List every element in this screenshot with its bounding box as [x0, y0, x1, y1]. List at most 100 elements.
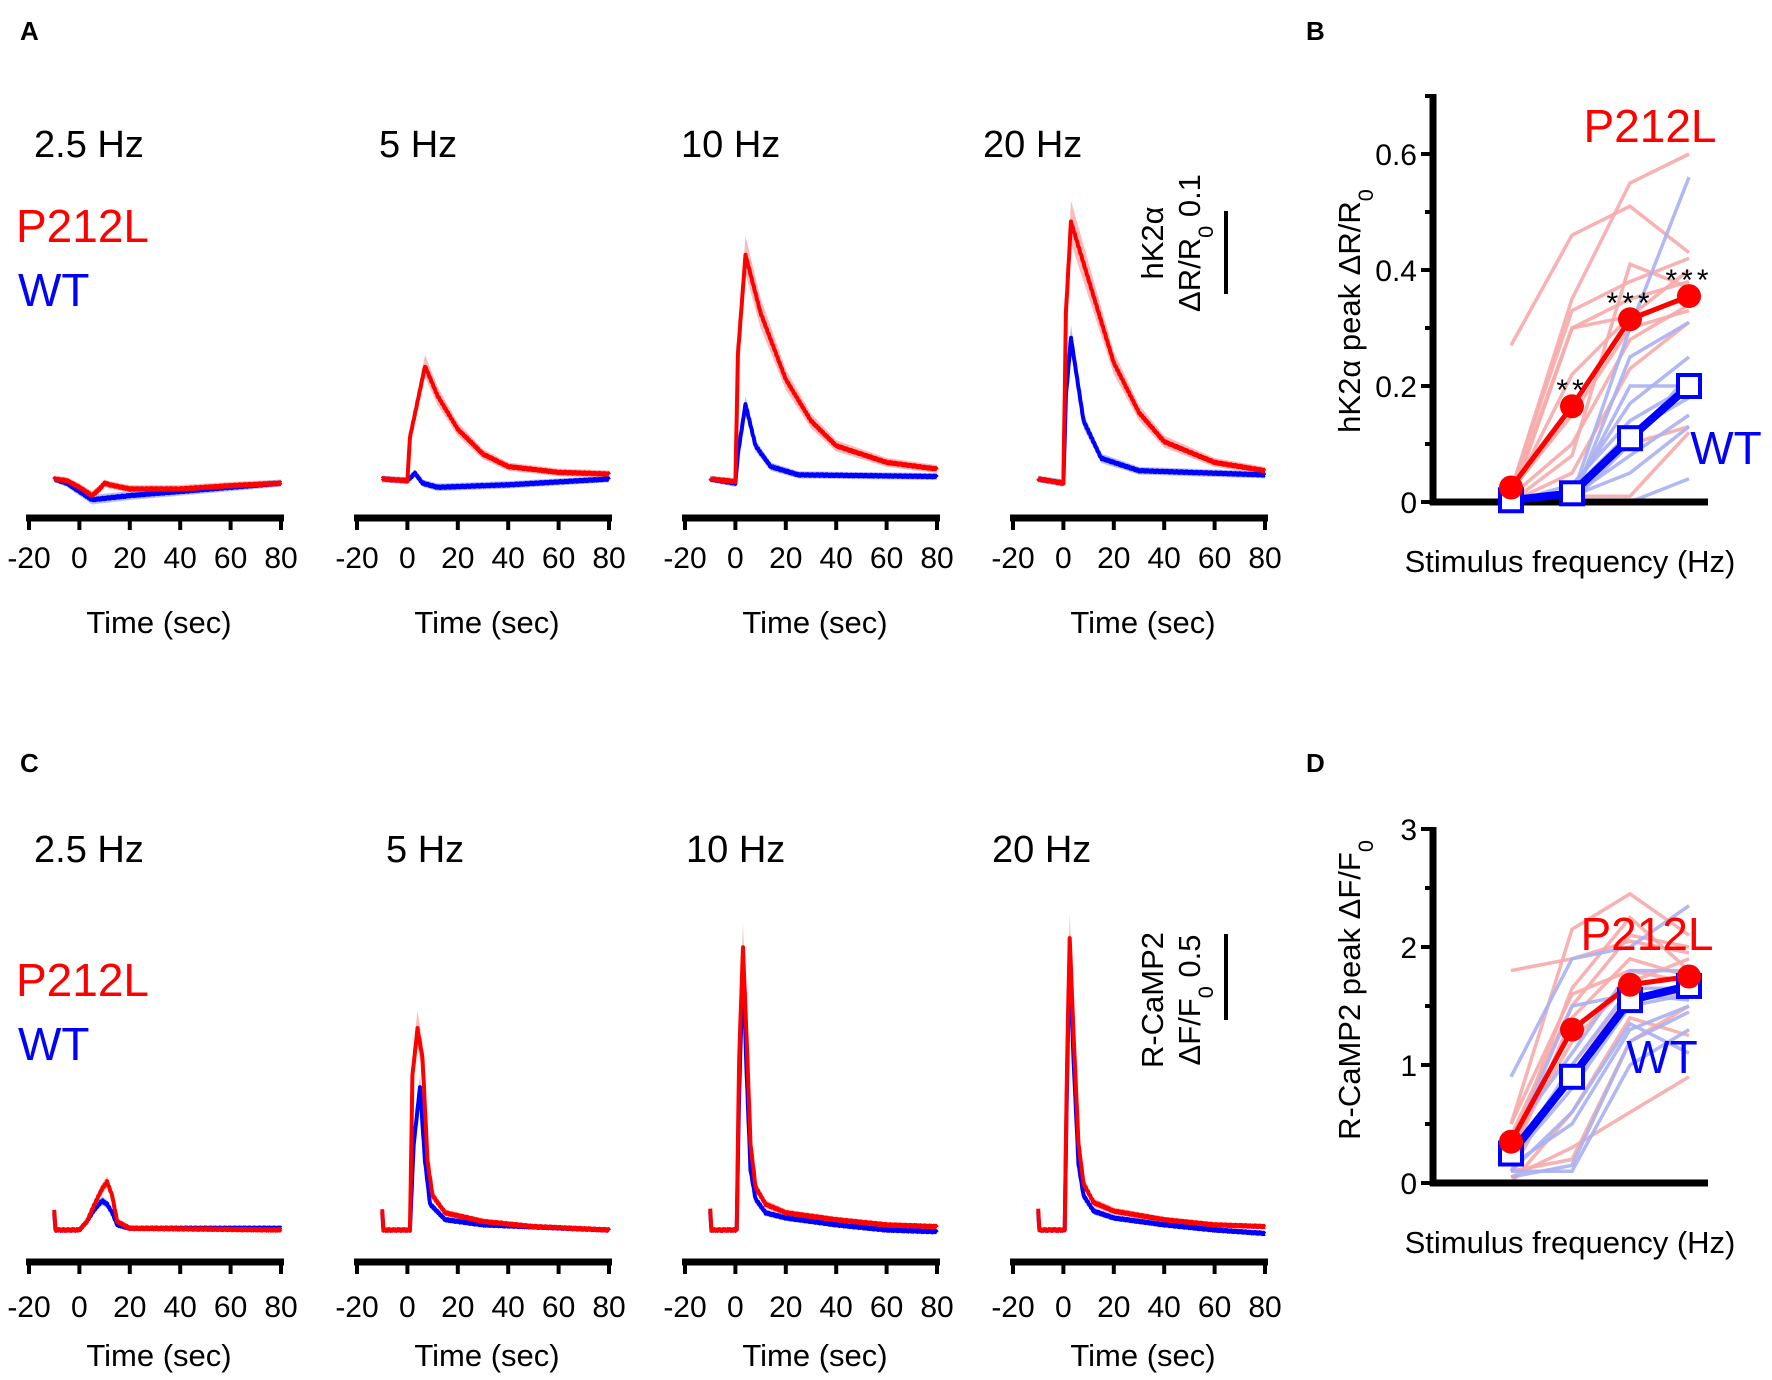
y-tick-label: 3 — [1400, 814, 1417, 847]
x-tick-label: 40 — [1148, 1291, 1181, 1324]
x-tick-label: -20 — [7, 1291, 50, 1324]
panel-a-traces: 2.5 Hz -20 0 20 40 60 80 Time (sec) 5 Hz -20 0 20 40… — [7, 124, 1281, 640]
x-tick-label: 0 — [1055, 542, 1072, 575]
p212l-individual-line — [1509, 152, 1690, 491]
y-tick-label: 1 — [1400, 1050, 1417, 1083]
x-tick-label: 60 — [542, 542, 575, 575]
wt-individual-line — [1510, 1004, 1690, 1167]
wt-mean-trace — [1036, 335, 1267, 486]
x-tick-label: 20 — [769, 542, 802, 575]
scale-bar: R-CaMP2 ΔF/F0 0.5 — [1135, 932, 1228, 1068]
p212l-mean-trace — [708, 252, 939, 485]
x-axis-label: Time (sec) — [742, 605, 887, 640]
subplot-10-Hz: 10 Hz -20 0 20 40 60 80 Time (sec) — [663, 829, 953, 1373]
y-tick-label: 0 — [1400, 1168, 1417, 1201]
x-tick-label: 80 — [592, 1291, 625, 1324]
p212l-mean-marker — [1560, 1017, 1584, 1042]
p212l-mean-trace — [1036, 936, 1267, 1233]
label-p212l: P212L — [1583, 100, 1716, 152]
wt-mean-marker — [1617, 425, 1643, 452]
scale-bar-value-subscript: 0 — [1193, 226, 1218, 238]
x-tick-label: 60 — [1198, 1291, 1231, 1324]
x-tick-label: 60 — [870, 1291, 903, 1324]
x-tick-label: 80 — [920, 542, 953, 575]
x-tick-label: 20 — [769, 1291, 802, 1324]
y-tick-label: 2 — [1400, 932, 1417, 965]
subplot-2-5-Hz: 2.5 Hz -20 0 20 40 60 80 Time (sec) — [7, 124, 297, 640]
p212l-individual-line — [1510, 939, 1690, 973]
subplot-title: 20 Hz — [983, 124, 1082, 166]
p212l-mean-marker — [1618, 972, 1642, 997]
p212l-individual-line — [1510, 1075, 1690, 1179]
x-tick-label: 0 — [71, 1291, 88, 1324]
wt-mean-marker — [1559, 480, 1585, 507]
x-tick-label: 60 — [214, 1291, 247, 1324]
legend: P212L WT — [16, 200, 149, 316]
scale-bar-value-value: 0.1 — [1172, 174, 1207, 226]
x-tick-label: -20 — [663, 542, 706, 575]
x-axis-label: Time (sec) — [742, 1338, 887, 1373]
scale-bar-value-main: ΔR/R — [1172, 238, 1207, 312]
p212l-mean-trace — [380, 1026, 611, 1233]
p212l-mean-trace — [1036, 219, 1267, 486]
p212l-individual-line — [1509, 891, 1691, 1125]
x-tick-label: 0 — [71, 542, 88, 575]
y-tick-label: 0.4 — [1375, 255, 1417, 288]
x-tick-label: -20 — [7, 542, 50, 575]
subplot-5-Hz: 5 Hz -20 0 20 40 60 80 Time (sec) — [335, 829, 625, 1373]
y-axis-label-main: R-CaMP2 peak ΔF/F — [1332, 852, 1367, 1140]
x-tick-label: 0 — [399, 542, 416, 575]
legend-p212l: P212L — [16, 954, 149, 1006]
p212l-mean-trace — [52, 1179, 283, 1233]
p212l-individual-line — [1509, 256, 1690, 491]
p212l-individual-line — [1509, 303, 1690, 498]
label-wt: WT — [1626, 1031, 1698, 1083]
x-tick-label: 40 — [492, 542, 525, 575]
wt-mean-marker — [1676, 373, 1702, 399]
x-tick-label: 20 — [113, 542, 146, 575]
wt-individual-line — [1509, 968, 1689, 1137]
wt-individual-line — [1509, 1021, 1690, 1173]
x-tick-label: 60 — [1198, 542, 1231, 575]
x-tick-label: 20 — [113, 1291, 146, 1324]
y-axis-label: R-CaMP2 peak ΔF/F0 — [1332, 840, 1378, 1140]
panel-d-peak-plot: 0 1 2 3 R-CaMP2 peak ΔF/F0 Stimulus frequency… — [1332, 814, 1735, 1260]
wt-mean-marker — [1559, 1063, 1585, 1090]
panel-c-traces: 2.5 Hz -20 0 20 40 60 80 Time (sec) 5 Hz -20 0 20 40… — [7, 829, 1281, 1373]
x-axis-label: Stimulus frequency (Hz) — [1405, 1225, 1736, 1260]
subplot-title: 10 Hz — [686, 829, 785, 871]
p212l-mean-trace — [52, 476, 283, 498]
subplot-5-Hz: 5 Hz -20 0 20 40 60 80 Time (sec) — [335, 124, 625, 640]
x-tick-label: 0 — [727, 542, 744, 575]
x-tick-label: 40 — [820, 542, 853, 575]
wt-mean-trace — [380, 470, 611, 490]
y-tick-label: 0 — [1400, 487, 1417, 520]
label-wt: WT — [1690, 422, 1762, 474]
x-axis-label: Time (sec) — [1070, 1338, 1215, 1373]
p212l-mean-trace — [708, 945, 939, 1233]
y-axis-label-main: hK2α peak ΔR/R — [1332, 201, 1367, 433]
x-axis-label: Stimulus frequency (Hz) — [1405, 544, 1736, 579]
x-tick-label: 20 — [441, 1291, 474, 1324]
p212l-mean-marker — [1618, 307, 1642, 332]
wt-mean-trace — [380, 1085, 611, 1233]
x-tick-label: 60 — [542, 1291, 575, 1324]
scale-bar-value-main: ΔF/F — [1172, 998, 1207, 1065]
panel-label-c: C — [20, 748, 39, 778]
label-p212l: P212L — [1580, 908, 1713, 960]
x-tick-label: -20 — [991, 1291, 1034, 1324]
wt-mean-trace — [708, 402, 939, 486]
wt-individual-line — [1509, 904, 1691, 1078]
x-tick-label: 80 — [920, 1291, 953, 1324]
p212l-mean-line — [1508, 974, 1690, 1143]
p212l-individual-line — [1509, 268, 1691, 503]
x-tick-label: -20 — [663, 1291, 706, 1324]
significance-stars: ** — [1556, 374, 1587, 407]
x-tick-label: 80 — [264, 1291, 297, 1324]
x-tick-label: 40 — [492, 1291, 525, 1324]
x-tick-label: 40 — [164, 542, 197, 575]
x-tick-label: 20 — [1097, 542, 1130, 575]
p212l-mean-line — [1509, 293, 1690, 490]
x-tick-label: 40 — [1148, 542, 1181, 575]
subplot-title: 5 Hz — [379, 124, 457, 166]
